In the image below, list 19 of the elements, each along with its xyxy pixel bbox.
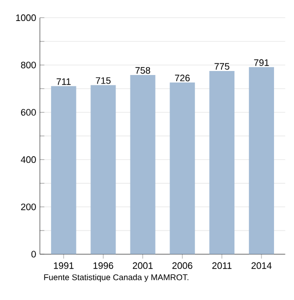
y-tick-label: 0: [31, 250, 36, 258]
x-tick-label: 1996: [93, 262, 114, 269]
x-tick-label: 2006: [172, 262, 192, 269]
data-label: 715: [96, 77, 111, 84]
data-label: 711: [56, 78, 71, 85]
x-tick-label: 2011: [212, 262, 232, 269]
data-label: 775: [214, 63, 230, 70]
x-tick-label: 1991: [54, 262, 74, 269]
data-label: 726: [174, 74, 190, 82]
data-label: 758: [135, 67, 150, 74]
y-tick-label: 400: [20, 156, 36, 163]
y-tick-label: 800: [21, 62, 36, 68]
x-tick-label: 2001: [132, 262, 153, 269]
y-tick-label: 1000: [16, 14, 36, 22]
y-tick-label: 200: [21, 204, 36, 210]
source-note: Fuente Statistique Canada y MAMROT.: [44, 274, 188, 282]
y-tick-label: 600: [21, 109, 36, 116]
data-label: 791: [254, 59, 269, 66]
x-tick-label: 2014: [252, 262, 272, 269]
